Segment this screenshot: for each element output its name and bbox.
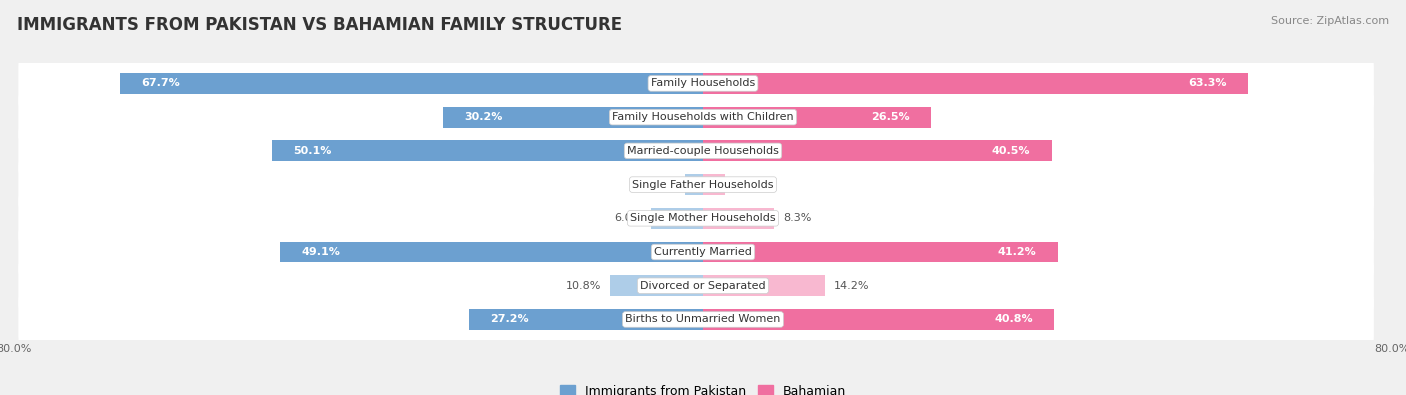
Text: 6.0%: 6.0% bbox=[614, 213, 643, 223]
Text: Source: ZipAtlas.com: Source: ZipAtlas.com bbox=[1271, 16, 1389, 26]
Bar bbox=[703, 140, 1052, 161]
Text: Family Households with Children: Family Households with Children bbox=[612, 112, 794, 122]
Text: 67.7%: 67.7% bbox=[142, 79, 180, 88]
Bar bbox=[468, 309, 703, 330]
FancyBboxPatch shape bbox=[18, 124, 1374, 177]
Bar bbox=[703, 275, 825, 296]
Text: 10.8%: 10.8% bbox=[567, 281, 602, 291]
Text: Births to Unmarried Women: Births to Unmarried Women bbox=[626, 314, 780, 324]
FancyBboxPatch shape bbox=[18, 226, 1374, 278]
FancyBboxPatch shape bbox=[18, 192, 1374, 245]
Text: 40.8%: 40.8% bbox=[994, 314, 1033, 324]
Bar bbox=[443, 107, 703, 128]
Bar bbox=[703, 174, 724, 195]
Bar bbox=[610, 275, 703, 296]
Text: 49.1%: 49.1% bbox=[302, 247, 340, 257]
Bar bbox=[703, 107, 931, 128]
Bar bbox=[685, 174, 703, 195]
Text: Single Mother Households: Single Mother Households bbox=[630, 213, 776, 223]
Text: 41.2%: 41.2% bbox=[997, 247, 1036, 257]
FancyBboxPatch shape bbox=[18, 260, 1374, 312]
Text: 8.3%: 8.3% bbox=[783, 213, 811, 223]
Bar bbox=[703, 73, 1249, 94]
Bar bbox=[271, 140, 703, 161]
Legend: Immigrants from Pakistan, Bahamian: Immigrants from Pakistan, Bahamian bbox=[554, 380, 852, 395]
FancyBboxPatch shape bbox=[18, 293, 1374, 346]
Bar bbox=[703, 208, 775, 229]
Text: 50.1%: 50.1% bbox=[292, 146, 332, 156]
Text: 63.3%: 63.3% bbox=[1188, 79, 1226, 88]
Bar bbox=[651, 208, 703, 229]
Text: 26.5%: 26.5% bbox=[872, 112, 910, 122]
Text: 14.2%: 14.2% bbox=[834, 281, 869, 291]
Bar bbox=[120, 73, 703, 94]
Bar bbox=[280, 242, 703, 263]
FancyBboxPatch shape bbox=[18, 158, 1374, 211]
Text: 2.5%: 2.5% bbox=[733, 180, 762, 190]
Text: IMMIGRANTS FROM PAKISTAN VS BAHAMIAN FAMILY STRUCTURE: IMMIGRANTS FROM PAKISTAN VS BAHAMIAN FAM… bbox=[17, 16, 621, 34]
Text: Family Households: Family Households bbox=[651, 79, 755, 88]
Text: 2.1%: 2.1% bbox=[648, 180, 676, 190]
FancyBboxPatch shape bbox=[18, 91, 1374, 143]
Text: 27.2%: 27.2% bbox=[491, 314, 529, 324]
Text: Single Father Households: Single Father Households bbox=[633, 180, 773, 190]
Text: 40.5%: 40.5% bbox=[991, 146, 1031, 156]
Text: Divorced or Separated: Divorced or Separated bbox=[640, 281, 766, 291]
Bar bbox=[703, 242, 1057, 263]
Bar bbox=[703, 309, 1054, 330]
Text: Currently Married: Currently Married bbox=[654, 247, 752, 257]
Text: 30.2%: 30.2% bbox=[464, 112, 503, 122]
Text: Married-couple Households: Married-couple Households bbox=[627, 146, 779, 156]
FancyBboxPatch shape bbox=[18, 57, 1374, 110]
